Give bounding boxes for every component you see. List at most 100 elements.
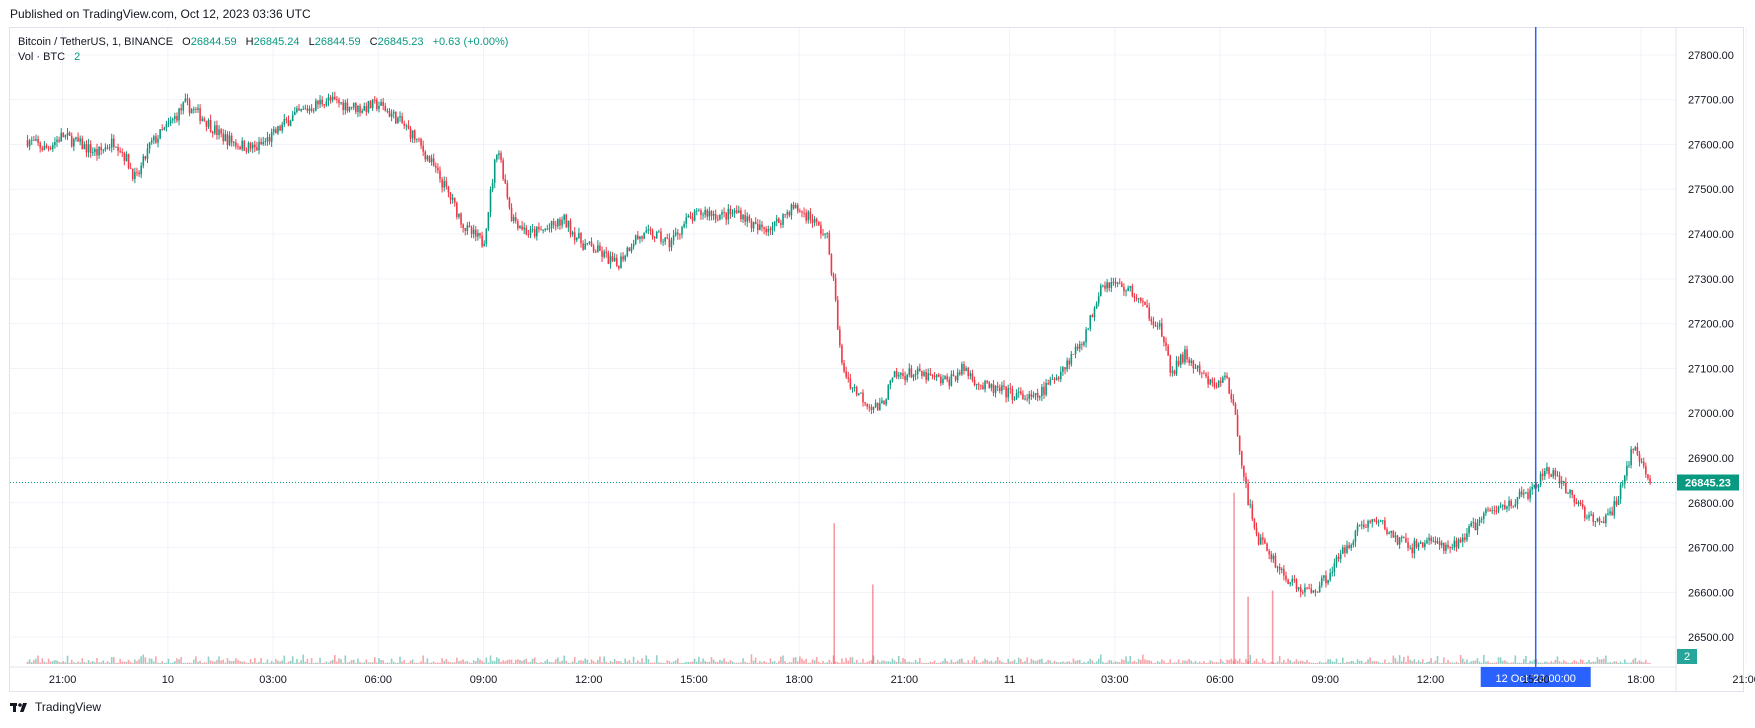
- volume-bar: [1445, 662, 1447, 664]
- candle-body: [1609, 511, 1611, 514]
- candle-body: [43, 145, 46, 151]
- candle-body: [1381, 520, 1384, 522]
- candle-body: [919, 368, 921, 371]
- volume-bar: [437, 662, 439, 664]
- volume-bar: [1001, 661, 1003, 664]
- candle-body: [921, 370, 923, 376]
- candle-body: [115, 146, 117, 148]
- volume-bar: [1581, 660, 1584, 664]
- volume-bar: [1055, 661, 1058, 664]
- volume-bar: [1283, 659, 1285, 664]
- volume-bar: [687, 661, 690, 664]
- volume-bar: [376, 662, 378, 664]
- volume-bar: [1053, 660, 1056, 664]
- candle-body: [1064, 367, 1066, 370]
- candle-body: [1476, 522, 1479, 531]
- volume-bar: [1118, 662, 1121, 664]
- candle-body: [578, 233, 580, 239]
- volume-bar: [1217, 662, 1220, 664]
- candle-body: [113, 138, 115, 148]
- volume-bar: [367, 662, 370, 664]
- volume-bar: [258, 661, 260, 664]
- candle-body: [361, 110, 363, 113]
- candle-body: [1255, 527, 1258, 534]
- candle-body: [1106, 282, 1108, 289]
- volume-bar: [740, 662, 742, 664]
- candle-body: [1434, 540, 1437, 543]
- volume-bar: [1554, 659, 1557, 664]
- volume-bar: [1173, 662, 1176, 664]
- volume-bar: [540, 661, 542, 664]
- candle-body: [386, 110, 389, 112]
- candle-body: [622, 256, 624, 260]
- candle-body: [163, 127, 166, 130]
- candle-body: [1287, 579, 1289, 585]
- volume-bar: [266, 659, 269, 664]
- volume-bar: [1108, 660, 1111, 664]
- time-axis: 21:00 10 03:00 06:00 09:00 12:00 15:00 18:00 21:…: [49, 674, 1755, 686]
- volume-bar: [1424, 662, 1426, 664]
- candle-body: [1123, 286, 1125, 292]
- volume-bar: [169, 662, 172, 664]
- volume-bar: [289, 660, 292, 664]
- candle-body: [1314, 590, 1317, 592]
- candle-body: [794, 205, 797, 209]
- volume-bar: [929, 661, 932, 664]
- volume-bar: [647, 659, 650, 664]
- volume-bar: [1186, 660, 1188, 664]
- volume-bar: [1049, 660, 1052, 664]
- volume-bar: [216, 659, 218, 664]
- volume-bar: [708, 661, 711, 664]
- volume-bar: [262, 662, 265, 664]
- volume-bar: [1205, 662, 1207, 664]
- candle-body: [1520, 491, 1523, 495]
- volume-bar: [719, 659, 721, 664]
- volume-bar: [26, 661, 29, 664]
- volume-bar: [523, 659, 525, 664]
- volume-bar: [658, 662, 660, 664]
- price-tick-label: 26600.00: [1688, 587, 1734, 599]
- volume-bar: [1367, 659, 1369, 664]
- candle-body: [1264, 539, 1266, 544]
- volume-bar: [916, 661, 919, 664]
- candle-body: [1525, 492, 1527, 494]
- volume-bar: [704, 660, 706, 664]
- volume-bar: [796, 661, 799, 664]
- candle-body: [1554, 470, 1557, 476]
- candle-body: [1116, 282, 1119, 284]
- volume-bar: [1400, 661, 1403, 664]
- volume-bar: [1491, 662, 1494, 664]
- volume-bar: [559, 661, 561, 664]
- volume-bar: [977, 662, 980, 664]
- candle-body: [805, 212, 807, 221]
- candle-body: [615, 257, 618, 266]
- volume-bar: [1224, 662, 1226, 664]
- volume-bar: [1184, 660, 1186, 664]
- volume-bar: [1344, 662, 1346, 664]
- volume-bar: [190, 662, 193, 664]
- candle-body: [994, 386, 997, 393]
- volume-bar: [1638, 660, 1641, 664]
- volume-bar: [1577, 662, 1580, 664]
- high-label: H: [245, 36, 254, 48]
- volume-bar: [1562, 660, 1565, 664]
- candle-body: [969, 373, 972, 376]
- candle-body: [323, 104, 326, 106]
- candle-body: [224, 134, 227, 142]
- volume-bar: [662, 662, 664, 664]
- volume-bar: [81, 658, 84, 664]
- tradingview-brand[interactable]: TradingView: [35, 700, 102, 714]
- volume-bar: [809, 662, 812, 664]
- candle-body: [815, 219, 818, 222]
- candle-body: [329, 97, 332, 101]
- candle-body: [1114, 281, 1117, 284]
- candle-body: [933, 375, 936, 378]
- volume-bar: [121, 661, 124, 664]
- volume-bar: [1005, 662, 1007, 664]
- candle-body: [1588, 515, 1590, 518]
- volume-bar: [184, 662, 187, 664]
- candle-body: [575, 238, 578, 241]
- candle-body: [1600, 521, 1603, 523]
- volume-bar: [1125, 656, 1127, 664]
